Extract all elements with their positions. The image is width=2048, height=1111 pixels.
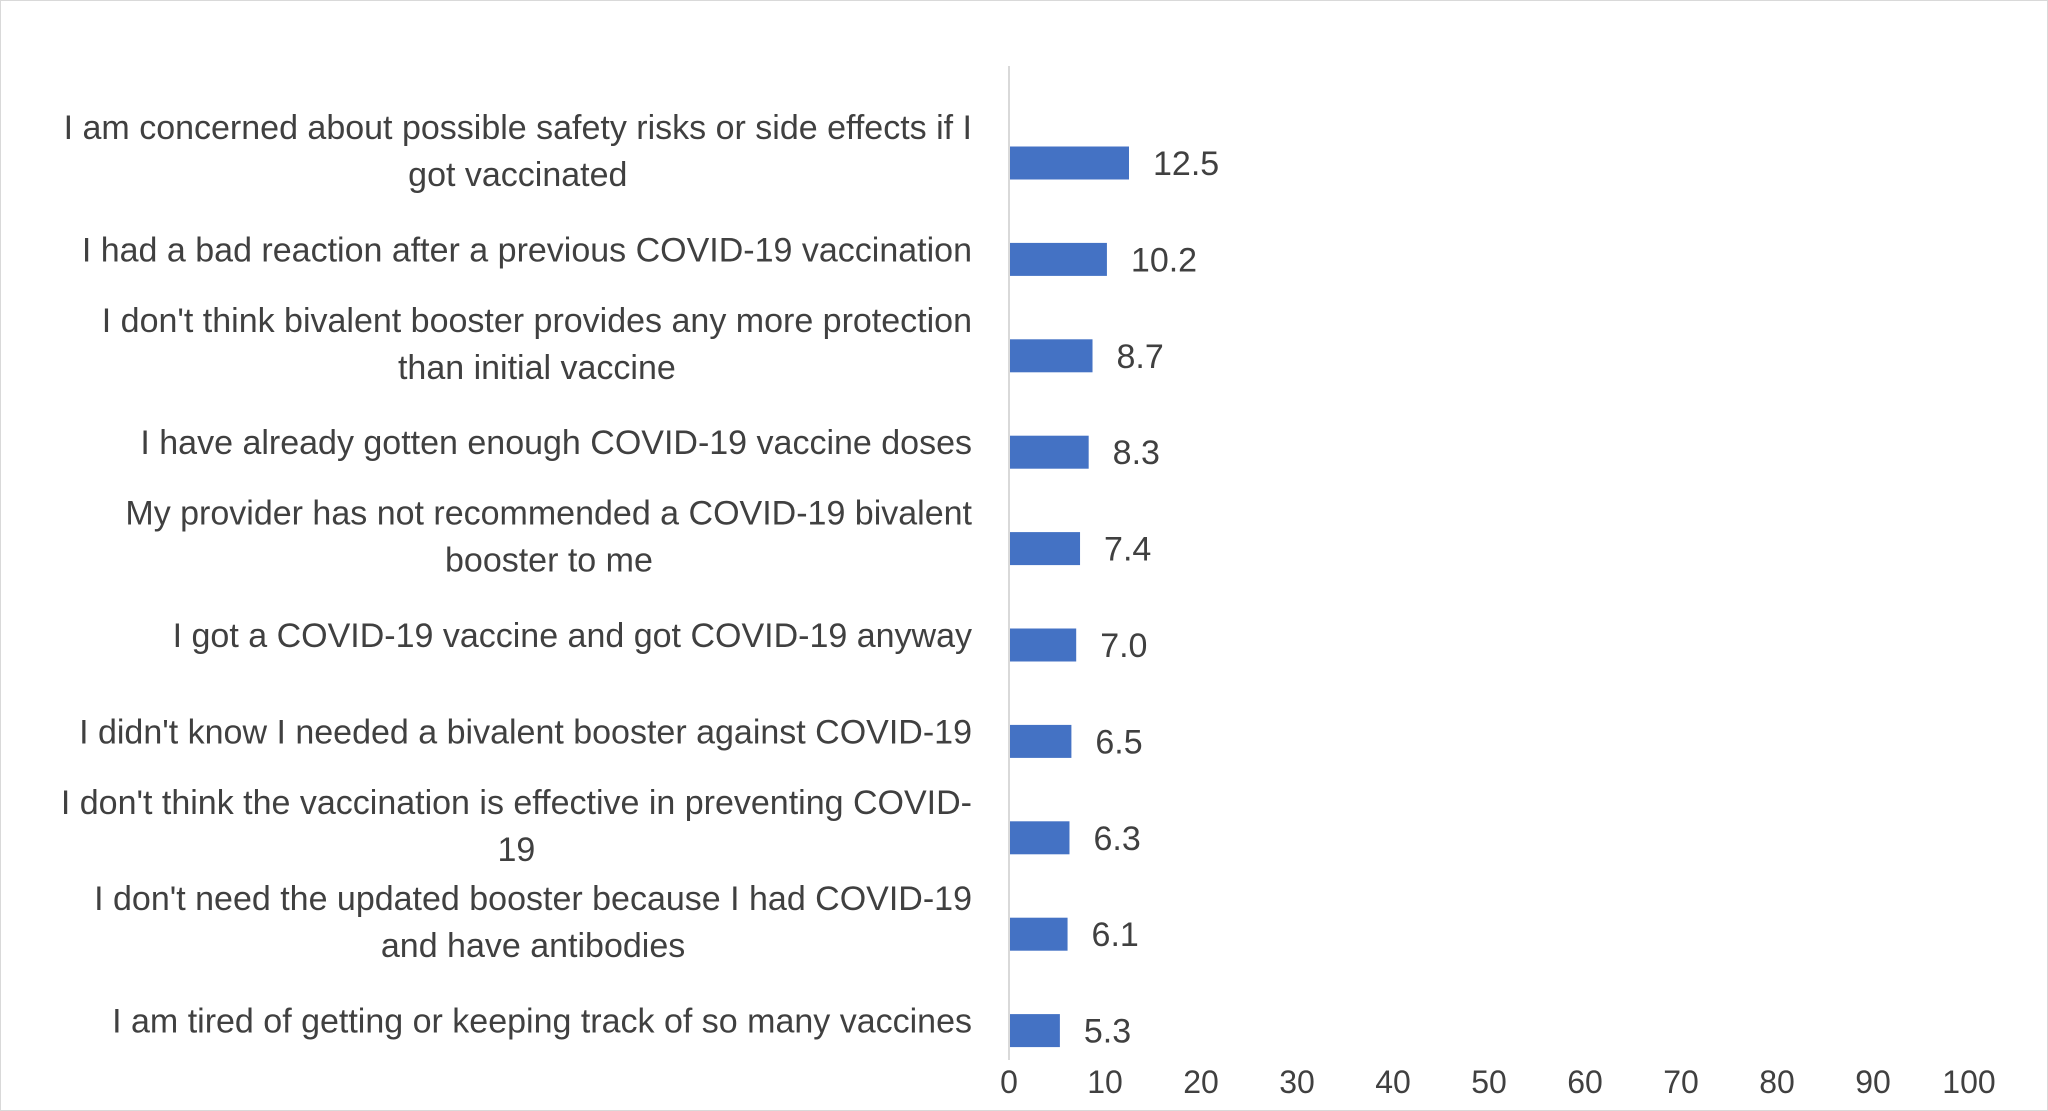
bar bbox=[1009, 821, 1070, 855]
x-tick-label: 60 bbox=[1567, 1064, 1603, 1100]
category-label: got vaccinated bbox=[408, 156, 627, 194]
value-label: 7.4 bbox=[1104, 531, 1151, 569]
category-label: than initial vaccine bbox=[398, 349, 676, 387]
x-tick-label: 10 bbox=[1087, 1064, 1123, 1100]
bars-layer bbox=[1009, 146, 1129, 1048]
value-label: 5.3 bbox=[1084, 1013, 1131, 1051]
x-tick-label: 70 bbox=[1663, 1064, 1699, 1100]
bar bbox=[1009, 339, 1093, 373]
category-label: I don't think the vaccination is effecti… bbox=[61, 784, 972, 822]
category-label: I am tired of getting or keeping track o… bbox=[112, 1003, 972, 1041]
axis-layer: 0 10 20 30 40 50 60 70 80 90 100 bbox=[1000, 66, 1996, 1100]
category-label: I don't need the updated booster because… bbox=[94, 880, 972, 918]
value-label: 10.2 bbox=[1131, 241, 1197, 279]
bar bbox=[1009, 242, 1107, 276]
x-tick-label: 20 bbox=[1183, 1064, 1219, 1100]
category-label: booster to me bbox=[445, 542, 653, 580]
x-tick-label: 50 bbox=[1471, 1064, 1507, 1100]
x-tick-label: 0 bbox=[1000, 1064, 1018, 1100]
category-label: I had a bad reaction after a previous CO… bbox=[82, 231, 972, 269]
x-tick-label: 40 bbox=[1375, 1064, 1411, 1100]
x-tick-label: 80 bbox=[1759, 1064, 1795, 1100]
value-label: 8.3 bbox=[1113, 434, 1160, 472]
bar bbox=[1009, 532, 1081, 566]
category-label: 19 bbox=[498, 831, 536, 869]
value-label: 12.5 bbox=[1153, 145, 1219, 183]
bar bbox=[1009, 724, 1072, 758]
bar bbox=[1009, 435, 1089, 469]
x-tick-label: 30 bbox=[1279, 1064, 1315, 1100]
category-label: I didn't know I needed a bivalent booste… bbox=[79, 713, 972, 751]
category-label: and have antibodies bbox=[381, 927, 685, 965]
value-label: 6.1 bbox=[1092, 916, 1139, 954]
bar bbox=[1009, 917, 1068, 951]
category-label: My provider has not recommended a COVID-… bbox=[125, 495, 972, 533]
value-label: 7.0 bbox=[1100, 627, 1147, 665]
category-label: I am concerned about possible safety ris… bbox=[64, 109, 972, 147]
category-label: I don't think bivalent booster provides … bbox=[102, 302, 972, 340]
category-label: I got a COVID-19 vaccine and got COVID-1… bbox=[173, 617, 972, 655]
x-tick-label: 100 bbox=[1942, 1064, 1995, 1100]
category-label: I have already gotten enough COVID-19 va… bbox=[140, 424, 972, 462]
labels-layer: 12.5 I am concerned about possible safety… bbox=[61, 109, 1219, 1051]
bar bbox=[1009, 1014, 1060, 1048]
value-label: 8.7 bbox=[1117, 338, 1164, 376]
bar bbox=[1009, 628, 1077, 662]
bar bbox=[1009, 146, 1129, 180]
value-label: 6.3 bbox=[1093, 820, 1140, 858]
x-tick-label: 90 bbox=[1855, 1064, 1891, 1100]
value-label: 6.5 bbox=[1095, 723, 1142, 761]
